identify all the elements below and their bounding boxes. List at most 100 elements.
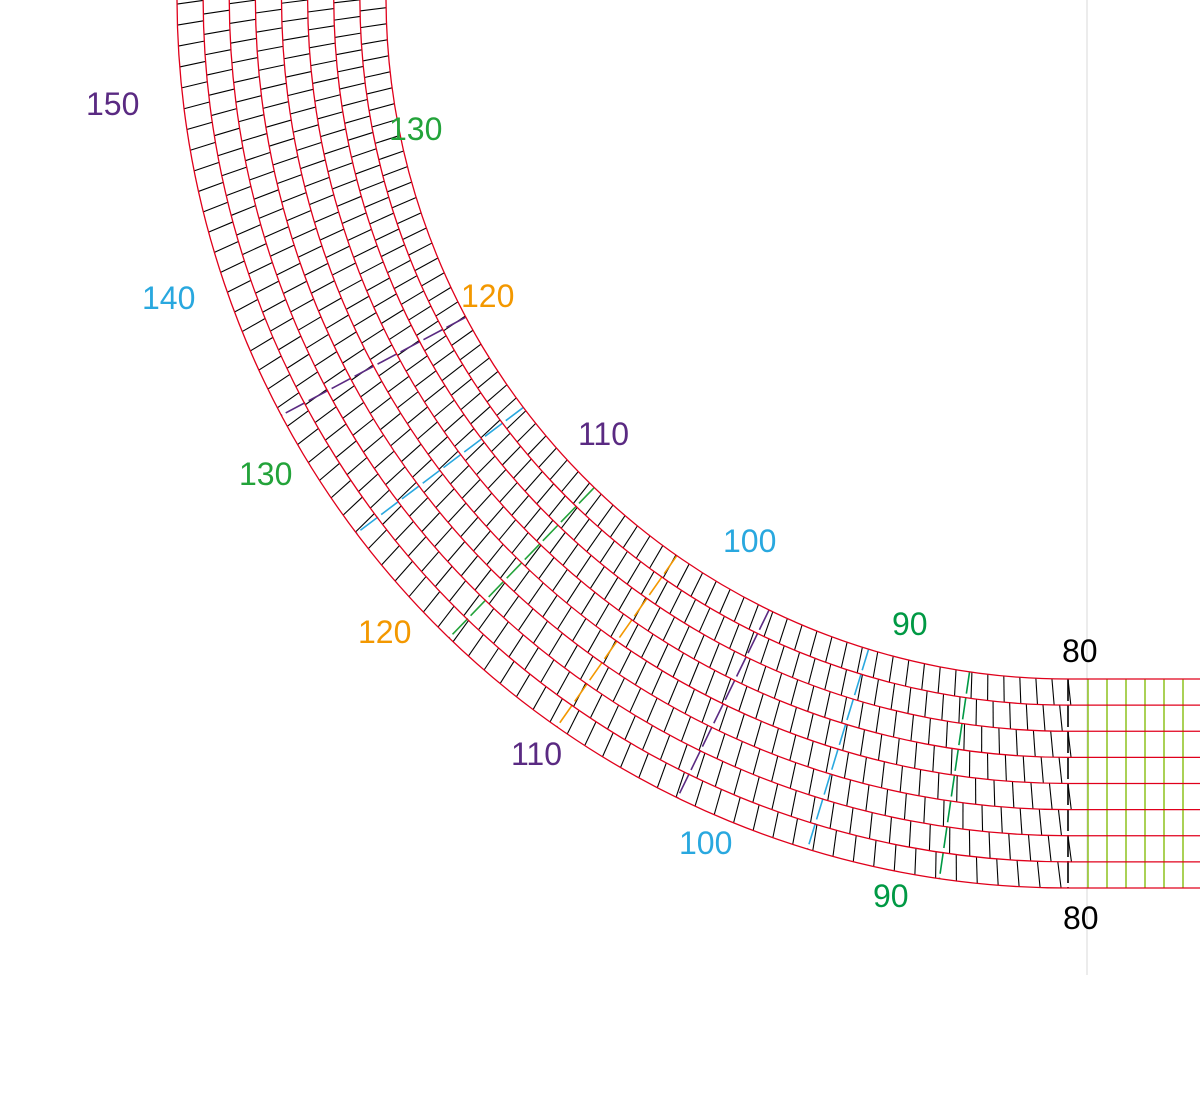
spoke xyxy=(193,161,220,172)
ring-line xyxy=(359,0,1069,706)
spoke xyxy=(214,127,240,137)
spoke xyxy=(361,39,388,45)
spoke xyxy=(610,613,624,638)
spoke xyxy=(859,729,866,756)
outer-label-110: 110 xyxy=(511,736,562,772)
spoke xyxy=(408,497,429,517)
inner-label-80: 80 xyxy=(1062,633,1098,669)
spoke xyxy=(872,651,879,678)
spoke xyxy=(807,740,814,767)
spoke xyxy=(473,492,493,513)
spoke xyxy=(499,482,518,503)
spoke xyxy=(338,279,363,293)
spoke xyxy=(789,762,797,789)
spoke xyxy=(424,385,446,403)
spoke xyxy=(806,713,814,740)
spoke xyxy=(672,652,685,678)
spoke xyxy=(290,298,314,313)
ring-line xyxy=(176,0,1069,889)
spoke xyxy=(230,37,257,44)
spoke xyxy=(824,691,831,718)
spoke xyxy=(400,443,422,463)
spoke xyxy=(307,445,330,464)
spoke xyxy=(325,314,349,330)
spoke xyxy=(364,71,391,79)
spoke xyxy=(408,242,433,256)
spoke xyxy=(566,710,580,735)
spoke xyxy=(694,780,704,807)
spoke xyxy=(865,784,870,812)
spoke xyxy=(640,571,655,595)
spoke xyxy=(276,262,301,276)
spoke xyxy=(342,348,365,364)
spoke xyxy=(270,244,295,257)
spoke xyxy=(832,830,838,857)
spoke xyxy=(704,581,717,606)
spoke xyxy=(1015,729,1018,756)
spoke xyxy=(368,103,395,112)
ring-line xyxy=(202,0,1069,863)
spoke xyxy=(496,397,517,416)
outer-label-140: 140 xyxy=(142,280,195,316)
spoke xyxy=(282,35,309,41)
spoke xyxy=(378,150,404,161)
spoke xyxy=(701,697,712,723)
spoke xyxy=(422,591,441,613)
spoke xyxy=(364,196,389,208)
spoke xyxy=(332,385,355,402)
spoke xyxy=(396,212,422,225)
spoke xyxy=(319,228,345,241)
spoke xyxy=(1008,833,1011,860)
spoke xyxy=(270,317,294,332)
spoke xyxy=(309,42,336,49)
spoke xyxy=(293,124,319,133)
spoke xyxy=(688,661,700,687)
spoke xyxy=(809,630,818,657)
spoke xyxy=(852,835,857,862)
spoke xyxy=(824,664,832,690)
ring-line xyxy=(228,0,1069,837)
spoke xyxy=(792,818,799,845)
spoke xyxy=(229,18,256,24)
spoke xyxy=(517,608,534,631)
spoke xyxy=(335,49,362,56)
spoke xyxy=(744,631,755,657)
spoke xyxy=(840,642,848,668)
spoke xyxy=(283,280,307,295)
spoke xyxy=(366,87,393,95)
spoke xyxy=(1040,756,1044,784)
spoke xyxy=(355,164,381,175)
spoke xyxy=(680,716,692,742)
spoke xyxy=(736,713,745,740)
spoke xyxy=(596,667,610,691)
outer-label-90: 90 xyxy=(873,878,909,914)
spoke xyxy=(369,344,393,361)
spoke xyxy=(513,458,532,479)
spoke xyxy=(773,672,783,699)
spoke xyxy=(286,410,309,427)
spoke xyxy=(468,357,490,375)
spoke xyxy=(573,518,590,541)
spoke xyxy=(634,660,648,686)
spoke xyxy=(562,543,579,566)
spoke xyxy=(807,658,816,685)
spoke xyxy=(624,715,636,740)
spoke xyxy=(825,636,833,663)
spoke xyxy=(359,7,387,12)
spoke xyxy=(996,858,999,886)
spoke xyxy=(595,602,610,627)
spoke xyxy=(538,447,557,468)
spoke xyxy=(397,391,419,409)
spoke xyxy=(460,392,482,411)
spoke xyxy=(597,504,614,527)
spoke xyxy=(618,650,632,675)
spoke xyxy=(733,769,742,795)
spoke xyxy=(393,275,418,290)
spoke xyxy=(662,616,676,641)
spoke xyxy=(635,535,651,559)
spoke xyxy=(579,656,594,680)
spoke xyxy=(241,133,268,142)
spoke xyxy=(580,591,596,615)
spoke xyxy=(527,435,547,456)
spoke xyxy=(245,151,271,162)
